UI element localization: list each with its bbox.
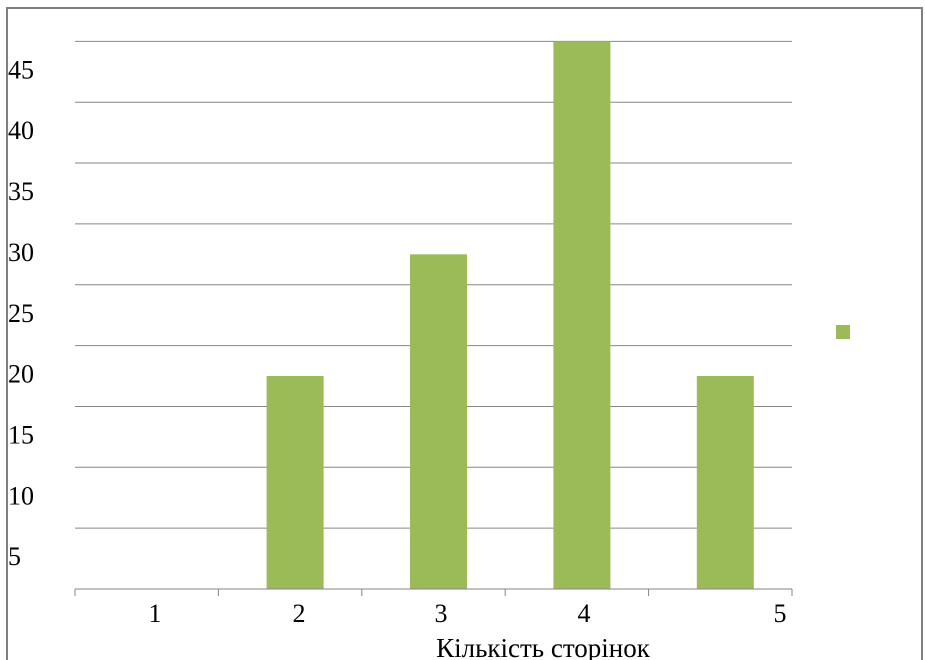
y-tick-label: 5 [8,542,21,571]
bar [696,376,754,589]
x-axis-title: Кількість сторінок [436,633,651,660]
x-tick-label: 4 [578,599,591,628]
legend-swatch [836,325,850,339]
bar [410,254,467,589]
x-axis-tick-labels: 1 2 3 4 5 [149,599,787,628]
y-tick-label: 30 [8,238,34,267]
y-tick-label: 20 [8,360,34,389]
x-axis [74,588,793,596]
bar [553,41,611,590]
y-tick-label: 25 [8,299,34,328]
bars [266,41,754,590]
y-tick-label: 40 [8,116,34,145]
bar [266,376,324,589]
x-tick-label: 3 [435,599,448,628]
y-tick-label: 15 [8,420,34,449]
y-tick-label: 35 [8,177,34,206]
x-tick-label: 1 [149,599,162,628]
y-tick-label: 10 [8,481,34,510]
x-tick-label: 2 [293,599,306,628]
x-tick-label: 5 [774,599,787,628]
y-tick-label: 45 [8,55,34,84]
y-axis-tick-labels: 5 10 15 20 25 30 35 40 45 [8,55,34,571]
